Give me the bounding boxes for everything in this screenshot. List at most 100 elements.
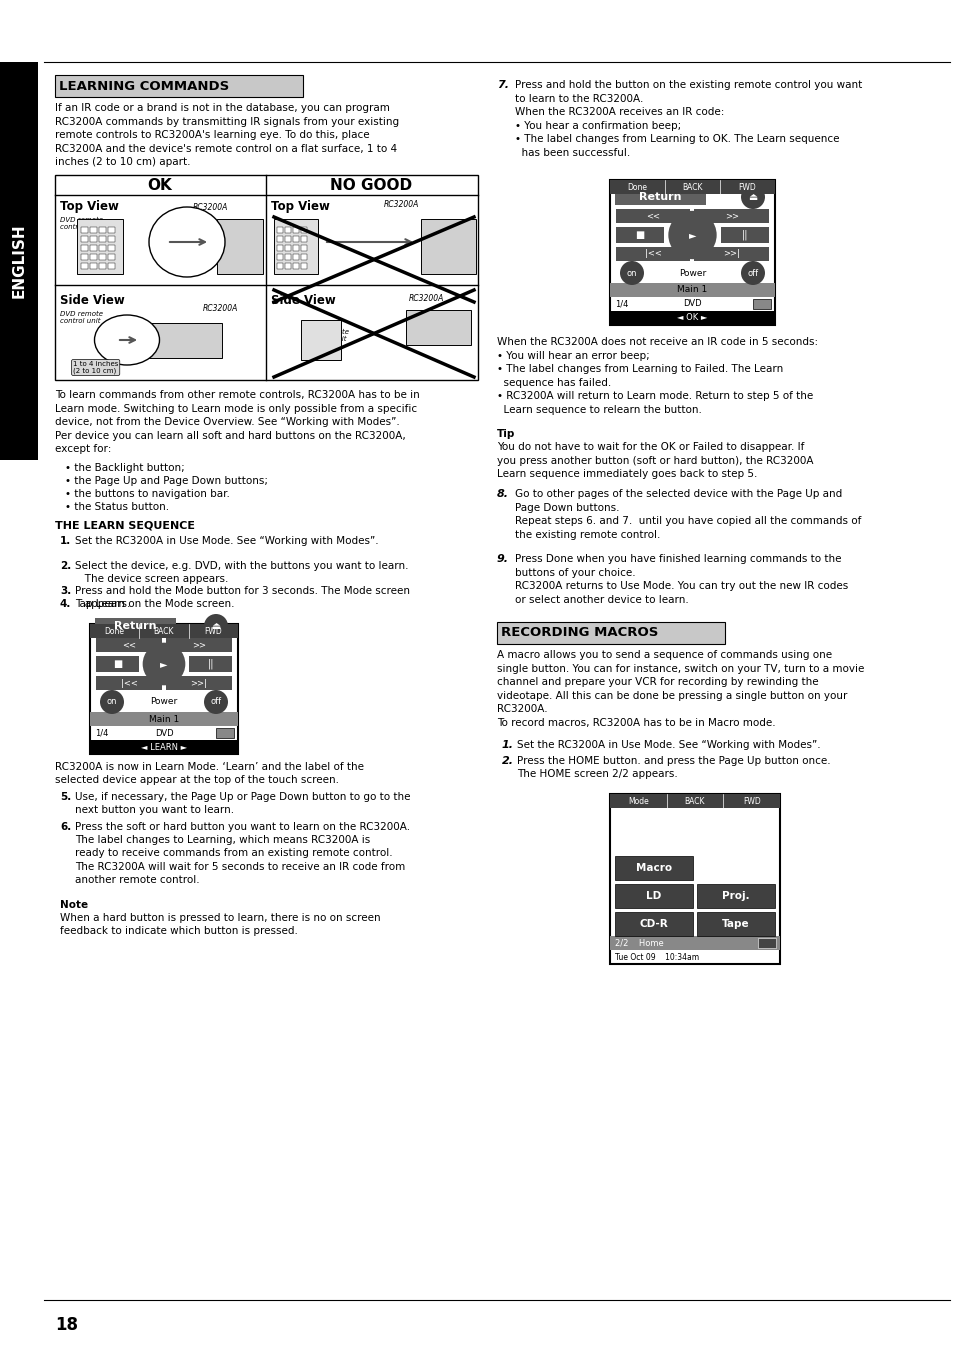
Text: on: on [107, 697, 117, 707]
Text: Main 1: Main 1 [149, 715, 179, 724]
Bar [609, 311, 774, 326]
Text: THE LEARN SEQUENCE: THE LEARN SEQUENCE [55, 520, 194, 530]
Bar [90, 624, 237, 638]
Bar [276, 227, 283, 232]
Text: LD: LD [646, 892, 661, 901]
Circle shape [204, 690, 228, 713]
Text: Side View: Side View [271, 295, 335, 307]
Text: ENGLISH: ENGLISH [11, 224, 27, 299]
Bar [216, 219, 263, 274]
Bar [99, 254, 106, 259]
Ellipse shape [94, 315, 159, 365]
Bar [609, 936, 780, 950]
Text: DVD remote
control unit: DVD remote control unit [306, 330, 349, 342]
Text: Done: Done [105, 627, 125, 635]
Text: 8.: 8. [497, 489, 509, 499]
Bar [293, 254, 298, 259]
Bar [301, 320, 340, 359]
Text: >>: >> [192, 640, 206, 650]
Text: 1 to 4 inches
(2 to 10 cm): 1 to 4 inches (2 to 10 cm) [73, 361, 118, 374]
Bar [694, 247, 768, 261]
Text: BACK: BACK [153, 627, 174, 635]
Text: Proj.: Proj. [721, 892, 749, 901]
Text: Tip: Tip [497, 430, 515, 439]
Text: 2.: 2. [501, 757, 514, 766]
Text: BACK: BACK [681, 182, 702, 192]
Text: >>|: >>| [722, 250, 740, 258]
Text: Use, if necessary, the ⁠Page Up⁠ or ⁠Page Down⁠ button to go to the
next button : Use, if necessary, the ⁠Page Up⁠ or ⁠Pag… [75, 792, 410, 815]
Bar [609, 794, 780, 808]
Text: Main 1: Main 1 [677, 285, 707, 295]
Bar [90, 740, 237, 754]
Bar [90, 712, 237, 725]
Bar [497, 621, 724, 644]
Text: Press and hold the button on the existing remote control you want
to learn to th: Press and hold the button on the existin… [515, 80, 862, 158]
Bar [96, 638, 162, 653]
Text: 7.: 7. [497, 80, 509, 91]
Bar [406, 309, 471, 345]
Bar [99, 227, 106, 232]
Bar [609, 794, 780, 965]
Bar [301, 245, 307, 251]
Text: Top View: Top View [60, 200, 119, 213]
Bar [615, 189, 705, 205]
Text: OK: OK [148, 177, 172, 192]
Text: RC3200A: RC3200A [193, 203, 228, 212]
Bar [90, 254, 97, 259]
Text: Go to other pages of the selected device with the ⁠Page Up⁠ and
⁠Page Down⁠ butt: Go to other pages of the selected device… [515, 489, 861, 540]
Text: Set the RC3200A in Use Mode. See “Working with Modes”.: Set the RC3200A in Use Mode. See “Workin… [517, 740, 820, 750]
Text: When a hard button is pressed to learn, there is no on screen
feedback to indica: When a hard button is pressed to learn, … [60, 913, 380, 936]
Text: Power: Power [151, 697, 177, 707]
Text: ■: ■ [635, 230, 644, 240]
Bar [615, 857, 692, 880]
Text: ■: ■ [112, 659, 122, 669]
Bar [285, 227, 291, 232]
Bar [55, 76, 303, 97]
Text: BACK: BACK [684, 797, 704, 805]
Bar [90, 227, 97, 232]
Bar [55, 176, 477, 380]
Text: Mode: Mode [627, 797, 648, 805]
Bar [166, 638, 232, 653]
Text: ⏏: ⏏ [747, 192, 757, 203]
Bar [616, 227, 663, 243]
Bar [81, 263, 88, 269]
Bar [609, 180, 774, 195]
Text: You do not have to wait for the OK or Failed to disappear. If
you press another : You do not have to wait for the OK or Fa… [497, 442, 813, 480]
Bar [616, 209, 690, 223]
Text: CD-R: CD-R [639, 919, 668, 929]
Bar [609, 180, 774, 326]
Bar [293, 245, 298, 251]
Text: DVD remote
control unit: DVD remote control unit [60, 218, 103, 230]
Bar [90, 263, 97, 269]
Text: Done: Done [627, 182, 647, 192]
Circle shape [619, 261, 643, 285]
Bar [285, 236, 291, 242]
Bar [108, 236, 115, 242]
Bar [99, 245, 106, 251]
Bar [274, 219, 317, 274]
Bar [99, 263, 106, 269]
Text: DVD: DVD [154, 728, 173, 738]
Text: NO GOOD: NO GOOD [330, 177, 412, 192]
Text: When the RC3200A does not receive an IR code in 5 seconds:
• You will hear an er: When the RC3200A does not receive an IR … [497, 336, 818, 415]
Text: off: off [211, 697, 221, 707]
Bar [81, 236, 88, 242]
Text: 3.: 3. [60, 586, 71, 596]
Bar [276, 245, 283, 251]
Bar [90, 236, 97, 242]
Text: Press ⁠Done⁠ when you have finished learning commands to the
buttons of your cho: Press ⁠Done⁠ when you have finished lear… [515, 554, 847, 605]
Bar [293, 236, 298, 242]
Text: Press and hold the ⁠Mode⁠ button for 3 seconds. The Mode screen
   appears.: Press and hold the ⁠Mode⁠ button for 3 s… [75, 586, 410, 609]
Text: Press the soft or hard button you want to learn on the RC3200A.
The label change: Press the soft or hard button you want t… [75, 821, 410, 885]
Text: A macro allows you to send a sequence of commands using one
single button. You c: A macro allows you to send a sequence of… [497, 650, 863, 728]
Text: >>|: >>| [191, 678, 207, 688]
Bar [99, 236, 106, 242]
Bar [293, 263, 298, 269]
Text: <<: << [122, 640, 136, 650]
Bar [697, 912, 774, 936]
Bar [90, 624, 237, 754]
Text: 1.: 1. [501, 740, 514, 750]
Bar [108, 254, 115, 259]
Text: Top View: Top View [271, 200, 330, 213]
